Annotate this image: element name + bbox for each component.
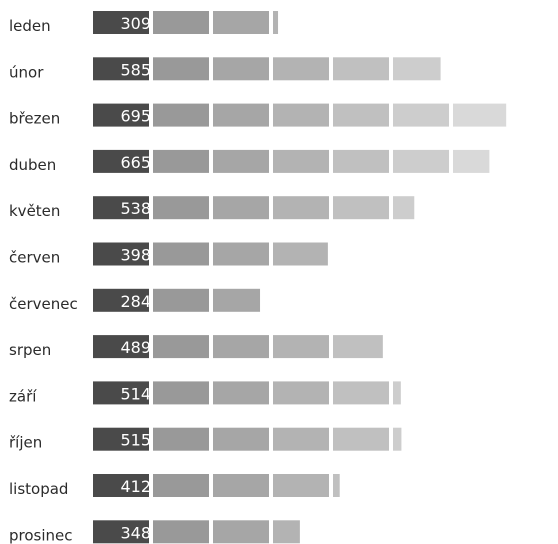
bar-segment (393, 196, 415, 220)
category-label: červen (9, 249, 60, 267)
bar-segment (213, 427, 269, 451)
bar-segment (153, 196, 209, 220)
category-label: srpen (9, 341, 51, 359)
bar-segment (333, 196, 389, 220)
bar-segment (393, 103, 449, 127)
bar-segment-first (93, 427, 149, 451)
value-label: 514 (120, 384, 151, 403)
category-label: září (9, 387, 37, 405)
bar-segment (213, 11, 269, 34)
value-label: 515 (120, 431, 151, 450)
bar-segment (273, 381, 329, 405)
category-label: květen (9, 202, 60, 220)
bar-segment (333, 335, 383, 359)
value-label: 398 (120, 246, 151, 265)
bar-segment (213, 335, 269, 359)
bar-segment-first (93, 57, 149, 81)
category-label: červenec (9, 295, 78, 313)
value-label: 284 (120, 292, 151, 311)
bar-segment (213, 520, 269, 544)
bar-segment-first (93, 149, 149, 173)
bar-segment (213, 149, 269, 173)
bar-segment (273, 335, 329, 359)
bar-segment (333, 103, 389, 127)
bar-segment (273, 520, 300, 544)
bar-segment (273, 474, 329, 497)
bar-segment (153, 57, 209, 81)
bar-segment-first (93, 11, 149, 34)
bar-segment (213, 57, 269, 81)
bar-segment (333, 474, 340, 497)
bar-segment (153, 520, 209, 544)
bar-segment (273, 103, 329, 127)
category-label: listopad (9, 480, 68, 498)
bar-segment (153, 149, 209, 173)
value-label: 538 (120, 199, 151, 218)
bar-segment (333, 427, 389, 451)
value-label: 309 (120, 14, 151, 33)
bar-segment (213, 474, 269, 497)
bar-segment-first (93, 242, 149, 266)
bar-segment (393, 427, 402, 451)
category-label: březen (9, 110, 60, 128)
bar-segment-first (93, 474, 149, 497)
value-label: 695 (120, 107, 151, 126)
bar-segment (273, 11, 279, 34)
bar-segment (153, 103, 209, 127)
value-label: 348 (120, 523, 151, 542)
bar-segment (213, 103, 269, 127)
bar-segment-first (93, 381, 149, 405)
bar-segment (153, 288, 209, 312)
bar-segment (153, 242, 209, 266)
bar-segment (393, 149, 449, 173)
bar-segment (153, 474, 209, 497)
bar-segment (153, 381, 209, 405)
bar-segment (153, 11, 209, 34)
bar-segment (273, 196, 329, 220)
value-label: 412 (120, 477, 151, 496)
bar-segment (333, 57, 389, 81)
bar-segment (273, 242, 328, 266)
value-label: 585 (120, 60, 151, 79)
bar-segment (333, 149, 389, 173)
bar-segment (333, 381, 389, 405)
category-label: říjen (9, 434, 42, 452)
bar-segment (453, 103, 507, 127)
bar-segment (213, 196, 269, 220)
bar-segment-first (93, 196, 149, 220)
bar-segment (153, 427, 209, 451)
bar-segment (153, 335, 209, 359)
value-label: 665 (120, 153, 151, 172)
bar-segment (213, 288, 261, 312)
bar-segment-first (93, 103, 149, 127)
bar-segment (393, 381, 401, 405)
bar-segment-first (93, 335, 149, 359)
bar-segment (213, 381, 269, 405)
bar-segment (273, 427, 329, 451)
category-label: prosinec (9, 526, 73, 544)
category-label: duben (9, 156, 56, 174)
bar-segment (393, 57, 441, 81)
bar-segment (453, 149, 490, 173)
bar-segment-first (93, 520, 149, 544)
bar-segment (273, 57, 329, 81)
bar-segment (213, 242, 269, 266)
bar-segment-first (93, 288, 149, 312)
category-label: únor (9, 63, 44, 81)
category-label: leden (9, 17, 51, 35)
value-label: 489 (120, 338, 151, 357)
bar-segment (273, 149, 329, 173)
